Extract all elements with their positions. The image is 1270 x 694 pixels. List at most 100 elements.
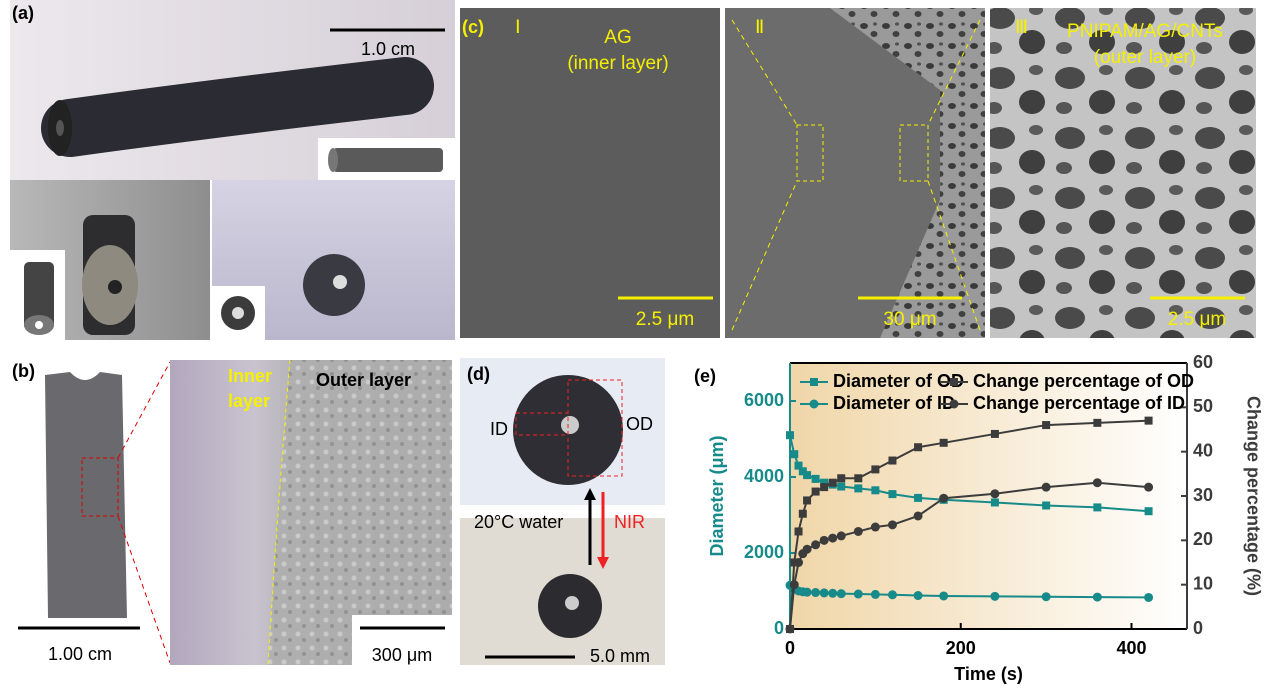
data-point [819,588,829,598]
caption: (inner layer) [567,53,668,74]
legend-label: Change percentage of OD [973,371,1194,391]
data-point [939,438,948,447]
arrow-head [584,488,596,500]
region-label: Outer layer [316,370,411,390]
data-point [1144,507,1153,516]
data-point [854,474,863,483]
data-point [1144,592,1154,602]
plot-background [790,363,1187,629]
data-point [939,493,949,503]
region-label: layer [228,391,270,411]
data-point [914,493,923,502]
legend-label: Diameter of ID [833,393,955,413]
data-point [1042,501,1051,510]
panel-label: (b) [12,361,35,381]
sem-image [460,8,720,338]
zoom-box [899,124,929,182]
data-point [913,591,923,601]
legend-marker [949,399,959,409]
data-point [914,443,923,452]
od-marker [567,379,623,477]
scale-label: 2.5 μm [1168,309,1226,330]
y2-tick-label: 20 [1193,529,1213,549]
arrow-head [597,557,609,569]
label-box [352,615,452,665]
data-point [888,490,897,499]
data-point [871,486,880,495]
y2-tick-label: 0 [1193,618,1203,638]
data-point [888,456,897,465]
data-point [820,483,829,492]
data-point [794,558,804,567]
x-tick-label: 200 [946,638,976,658]
caption: PNIPAM/AG/CNTs [1067,21,1223,42]
data-point [870,522,880,532]
data-point [828,478,837,487]
legend-label: Diameter of OD [833,371,964,391]
legend-marker [810,378,818,386]
scale-label: 5.0 mm [590,646,650,666]
data-point [794,527,803,536]
data-point [1093,418,1102,427]
data-point [1042,421,1051,430]
sem-image [990,8,1256,338]
data-point [803,471,812,480]
numeral: Ⅱ [755,17,764,38]
boundary [267,359,291,666]
dimension-label: OD [626,414,653,434]
y2-tick-label: 10 [1193,573,1213,593]
data-point [785,624,795,634]
data-point [854,484,863,493]
zoom-line [927,19,981,126]
data-point [811,474,820,483]
panel-label: (e) [694,366,716,386]
y2-tick-label: 60 [1193,352,1213,372]
data-point [798,509,807,518]
data-point [794,461,803,470]
data-point [853,526,863,536]
hole [333,275,347,289]
zoom-line [117,361,171,459]
data-point [828,533,838,543]
x-axis-label: Time (s) [954,664,1023,684]
data-point [1144,482,1154,492]
data-point [853,589,863,599]
model-end [328,148,338,172]
y-tick-label: 4000 [744,466,784,486]
data-point [837,474,846,483]
legend-marker [950,378,958,386]
hole [232,307,244,319]
data-point [802,587,812,597]
y-tick-label: 6000 [744,390,784,410]
data-point [913,511,923,521]
data-point [870,589,880,599]
data-point [790,450,799,459]
data-point [836,589,846,599]
zoom-line [117,515,171,664]
hole [35,321,43,329]
data-point [836,531,846,541]
scale-label: 1.00 cm [48,644,112,664]
data-point [811,540,821,550]
data-point [811,588,821,598]
data-point [802,544,812,554]
y2-tick-label: 30 [1193,485,1213,505]
data-point [1144,416,1153,425]
data-point [1092,592,1102,602]
dimension-label: ID [490,419,508,439]
y2-tick-label: 40 [1193,440,1213,460]
data-point [871,465,880,474]
caption: (outer layer) [1094,47,1196,68]
scale-label: 1.0 cm [361,39,415,59]
x-tick-label: 0 [785,638,795,658]
zoom-box [81,457,119,517]
data-point [798,467,807,476]
data-point [939,591,949,601]
x-tick-label: 400 [1116,638,1146,658]
outer-region [268,360,452,665]
legend-label: Change percentage of ID [973,393,1185,413]
data-point [828,588,838,598]
